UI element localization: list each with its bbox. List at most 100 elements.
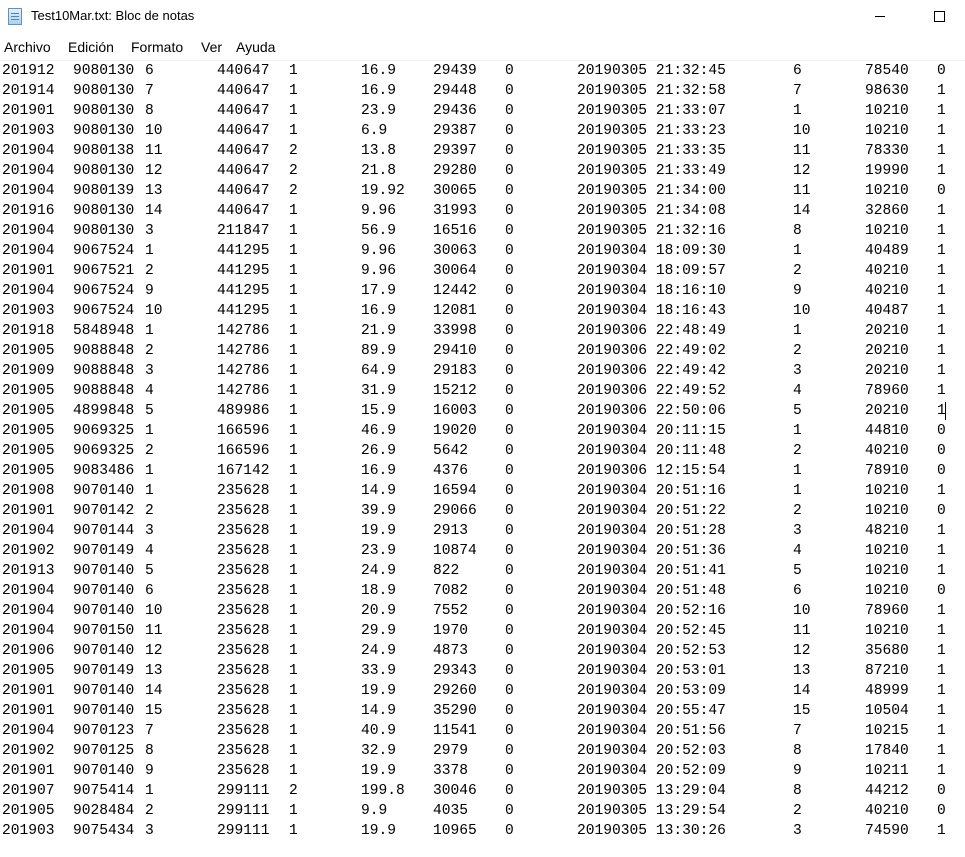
text-editor[interactable]: 201912 9080130 6 440647 1 16.9 29439 0 20190305 … <box>0 60 965 857</box>
field: 24.9 <box>361 643 397 659</box>
field: 13 <box>793 663 811 679</box>
field: 48210 <box>865 523 909 539</box>
field: 201909 <box>2 363 55 379</box>
text-line: 201904 9070123 7 235628 1 40.9 11541 0 20190304 … <box>0 721 965 741</box>
field: 20190306 22:48:49 <box>577 323 726 339</box>
field: 1 <box>937 83 946 99</box>
field: 18.9 <box>361 583 397 599</box>
field: 0 <box>937 63 946 79</box>
text-line: 201904 9067524 9 441295 1 17.9 12442 0 20190304 … <box>0 281 965 301</box>
field: 201901 <box>2 103 55 119</box>
field: 822 <box>433 563 460 579</box>
field: 5 <box>793 563 802 579</box>
field: 235628 <box>217 603 270 619</box>
field: 48999 <box>865 683 909 699</box>
field: 1 <box>937 343 946 359</box>
field: 1 <box>937 643 946 659</box>
maximize-button[interactable] <box>917 0 963 32</box>
field: 1 <box>289 363 298 379</box>
menu-archivo[interactable]: Archivo <box>4 39 51 55</box>
field: 5 <box>145 563 154 579</box>
field: 29343 <box>433 663 477 679</box>
field: 20190304 20:51:16 <box>577 483 726 499</box>
field: 10874 <box>433 543 477 559</box>
field: 9.96 <box>361 203 397 219</box>
field: 10 <box>793 303 811 319</box>
field: 440647 <box>217 123 270 139</box>
field: 29448 <box>433 83 477 99</box>
field: 1 <box>937 483 946 499</box>
field: 0 <box>505 383 514 399</box>
field: 20190304 20:51:48 <box>577 583 726 599</box>
field: 12081 <box>433 303 477 319</box>
field: 201901 <box>2 703 55 719</box>
text-line: 201905 9070149 13 235628 1 33.9 29343 0 20190304… <box>0 661 965 681</box>
field: 0 <box>505 283 514 299</box>
field: 235628 <box>217 763 270 779</box>
field: 0 <box>937 783 946 799</box>
text-line: 201904 9067524 1 441295 1 9.96 30063 0 20190304 … <box>0 241 965 261</box>
field: 20190304 18:16:10 <box>577 283 726 299</box>
field: 6 <box>793 583 802 599</box>
field: 1 <box>937 703 946 719</box>
menu-ayuda[interactable]: Ayuda <box>236 39 276 55</box>
field: 10210 <box>865 123 909 139</box>
field: 1 <box>289 223 298 239</box>
field: 15.9 <box>361 403 397 419</box>
field: 2913 <box>433 523 469 539</box>
field: 9070140 <box>73 763 135 779</box>
field: 20190305 21:33:49 <box>577 163 726 179</box>
field: 10210 <box>865 623 909 639</box>
field: 1 <box>289 523 298 539</box>
field: 1 <box>793 103 802 119</box>
field: 201906 <box>2 643 55 659</box>
field: 1 <box>937 823 946 839</box>
field: 35680 <box>865 643 909 659</box>
field: 0 <box>505 783 514 799</box>
minimize-button[interactable] <box>857 0 903 32</box>
field: 1 <box>937 623 946 639</box>
field: 201904 <box>2 623 55 639</box>
field: 20190305 13:30:26 <box>577 823 726 839</box>
field: 5848948 <box>73 323 135 339</box>
field: 0 <box>937 803 946 819</box>
field: 0 <box>937 503 946 519</box>
field: 19.92 <box>361 183 405 199</box>
text-line: 201914 9080130 7 440647 1 16.9 29448 0 20190305 … <box>0 81 965 101</box>
field: 201904 <box>2 243 55 259</box>
menu-edicion[interactable]: Edición <box>68 39 114 55</box>
field: 20190304 20:11:15 <box>577 423 726 439</box>
field: 9.96 <box>361 243 397 259</box>
field: 235628 <box>217 523 270 539</box>
field: 167142 <box>217 463 270 479</box>
field: 1 <box>289 83 298 99</box>
menu-formato[interactable]: Formato <box>131 39 184 55</box>
field: 19.9 <box>361 763 397 779</box>
field: 1 <box>937 563 946 579</box>
menu-ver[interactable]: Ver <box>201 39 223 55</box>
field: 23.9 <box>361 543 397 559</box>
field: 29.9 <box>361 623 397 639</box>
field: 1 <box>937 723 946 739</box>
field: 9083486 <box>73 463 135 479</box>
field: 9080130 <box>73 123 135 139</box>
field: 7082 <box>433 583 469 599</box>
field: 9070140 <box>73 703 135 719</box>
field: 201903 <box>2 123 55 139</box>
field: 29410 <box>433 343 477 359</box>
field: 235628 <box>217 683 270 699</box>
field: 235628 <box>217 643 270 659</box>
field: 2 <box>793 263 802 279</box>
field: 1 <box>793 483 802 499</box>
field: 16.9 <box>361 463 397 479</box>
field: 1 <box>289 243 298 259</box>
field: 1 <box>289 803 298 819</box>
field: 142786 <box>217 363 270 379</box>
field: 29387 <box>433 123 477 139</box>
notepad-icon <box>8 8 22 25</box>
field: 0 <box>505 63 514 79</box>
field: 9069325 <box>73 423 135 439</box>
field: 40.9 <box>361 723 397 739</box>
text-line: 201918 5848948 1 142786 1 21.9 33998 0 20190306 … <box>0 321 965 341</box>
field: 20210 <box>865 323 909 339</box>
